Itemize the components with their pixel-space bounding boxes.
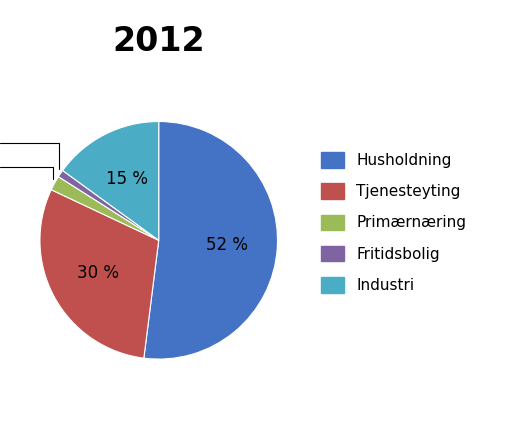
Text: 2 %: 2 % [0, 159, 53, 179]
Text: 15 %: 15 % [106, 170, 148, 188]
Legend: Husholdning, Tjenesteyting, Primærnæring, Fritidsbolig, Industri: Husholdning, Tjenesteyting, Primærnæring… [315, 146, 472, 299]
Text: 1 %: 1 % [0, 135, 58, 170]
Title: 2012: 2012 [113, 25, 205, 58]
Wedge shape [62, 121, 159, 240]
Wedge shape [144, 121, 278, 359]
Text: 30 %: 30 % [77, 264, 119, 283]
Wedge shape [51, 177, 159, 240]
Text: 52 %: 52 % [206, 235, 248, 254]
Wedge shape [40, 190, 159, 358]
Wedge shape [58, 170, 159, 240]
